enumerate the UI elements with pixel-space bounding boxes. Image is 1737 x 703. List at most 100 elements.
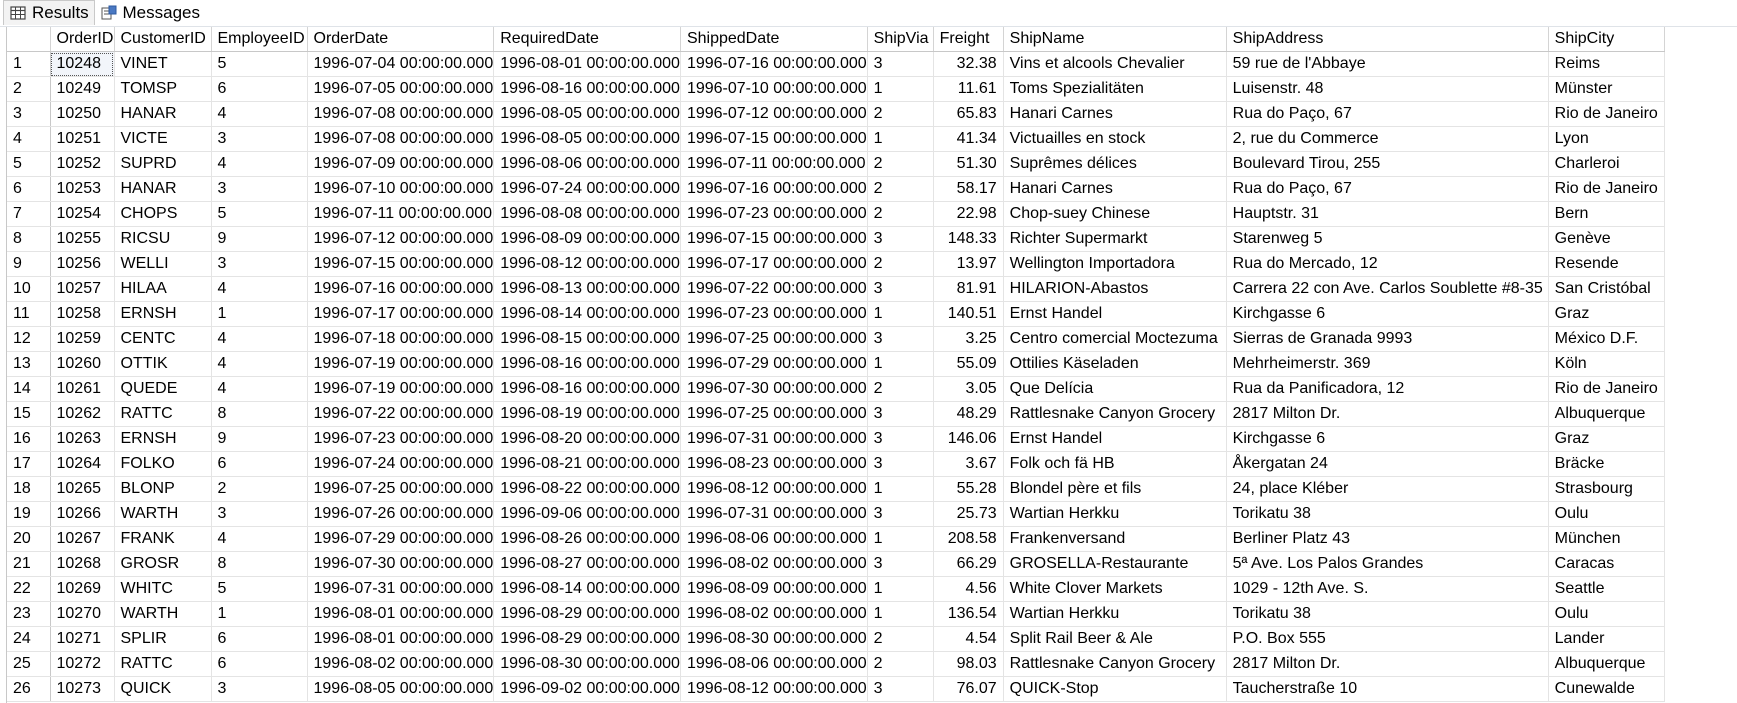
cell-shipvia[interactable]: 1 — [867, 126, 934, 152]
table-row[interactable]: 24 10271 SPLIR 6 1996-08-01 00:00:00.000 1996… — [7, 626, 1665, 652]
cell-shipcity[interactable]: Bräcke — [1548, 451, 1665, 477]
cell-customerid[interactable]: FRANK — [114, 526, 212, 552]
cell-shipvia[interactable]: 1 — [867, 301, 934, 327]
cell-shipaddress[interactable]: 24, place Kléber — [1226, 476, 1549, 502]
row-number[interactable]: 24 — [7, 626, 51, 652]
cell-shipcity[interactable]: San Cristóbal — [1548, 276, 1665, 302]
cell-shippeddate[interactable]: 1996-08-06 00:00:00.000 — [680, 526, 868, 552]
cell-orderid[interactable]: 10270 — [50, 601, 115, 627]
cell-freight[interactable]: 55.09 — [933, 351, 1004, 377]
row-number[interactable]: 20 — [7, 526, 51, 552]
row-number[interactable]: 25 — [7, 651, 51, 677]
row-number[interactable]: 26 — [7, 676, 51, 702]
cell-orderdate[interactable]: 1996-07-08 00:00:00.000 — [307, 126, 495, 152]
cell-requireddate[interactable]: 1996-08-16 00:00:00.000 — [493, 76, 681, 102]
cell-shippeddate[interactable]: 1996-07-10 00:00:00.000 — [680, 76, 868, 102]
row-number[interactable]: 3 — [7, 101, 51, 127]
cell-shipname[interactable]: Ernst Handel — [1003, 426, 1227, 452]
cell-requireddate[interactable]: 1996-08-16 00:00:00.000 — [493, 376, 681, 402]
cell-freight[interactable]: 48.29 — [933, 401, 1004, 427]
row-number[interactable]: 10 — [7, 276, 51, 302]
cell-customerid[interactable]: HANAR — [114, 176, 212, 202]
cell-shipname[interactable]: Blondel père et fils — [1003, 476, 1227, 502]
table-row[interactable]: 2 10249 TOMSP 6 1996-07-05 00:00:00.000 1996-… — [7, 76, 1665, 102]
row-number[interactable]: 1 — [7, 51, 51, 77]
table-row[interactable]: 9 10256 WELLI 3 1996-07-15 00:00:00.000 1996-… — [7, 251, 1665, 277]
table-row[interactable]: 12 10259 CENTC 4 1996-07-18 00:00:00.000 1996… — [7, 326, 1665, 352]
cell-requireddate[interactable]: 1996-08-05 00:00:00.000 — [493, 126, 681, 152]
cell-requireddate[interactable]: 1996-08-19 00:00:00.000 — [493, 401, 681, 427]
table-row[interactable]: 6 10253 HANAR 3 1996-07-10 00:00:00.000 1996-… — [7, 176, 1665, 202]
cell-shipname[interactable]: Wartian Herkku — [1003, 601, 1227, 627]
cell-shipvia[interactable]: 2 — [867, 651, 934, 677]
cell-shipaddress[interactable]: Kirchgasse 6 — [1226, 301, 1549, 327]
cell-shipaddress[interactable]: Rua da Panificadora, 12 — [1226, 376, 1549, 402]
cell-shipname[interactable]: White Clover Markets — [1003, 576, 1227, 602]
cell-orderdate[interactable]: 1996-07-26 00:00:00.000 — [307, 501, 495, 527]
cell-orderid[interactable]: 10250 — [50, 101, 115, 127]
column-header-shipaddress[interactable]: ShipAddress — [1226, 27, 1549, 52]
cell-orderdate[interactable]: 1996-08-05 00:00:00.000 — [307, 676, 495, 702]
cell-shipvia[interactable]: 2 — [867, 376, 934, 402]
row-number[interactable]: 21 — [7, 551, 51, 577]
cell-shipaddress[interactable]: 5ª Ave. Los Palos Grandes — [1226, 551, 1549, 577]
cell-orderdate[interactable]: 1996-07-24 00:00:00.000 — [307, 451, 495, 477]
cell-requireddate[interactable]: 1996-08-01 00:00:00.000 — [493, 51, 681, 77]
cell-requireddate[interactable]: 1996-08-06 00:00:00.000 — [493, 151, 681, 177]
cell-shipvia[interactable]: 3 — [867, 326, 934, 352]
cell-shipvia[interactable]: 2 — [867, 201, 934, 227]
cell-employeeid[interactable]: 6 — [211, 651, 308, 677]
row-number[interactable]: 7 — [7, 201, 51, 227]
cell-orderid[interactable]: 10257 — [50, 276, 115, 302]
cell-shipaddress[interactable]: Rua do Mercado, 12 — [1226, 251, 1549, 277]
cell-shipcity[interactable]: Resende — [1548, 251, 1665, 277]
cell-employeeid[interactable]: 3 — [211, 176, 308, 202]
cell-customerid[interactable]: FOLKO — [114, 451, 212, 477]
column-header-customerid[interactable]: CustomerID — [114, 27, 212, 52]
row-number[interactable]: 2 — [7, 76, 51, 102]
cell-freight[interactable]: 4.54 — [933, 626, 1004, 652]
row-number[interactable]: 17 — [7, 451, 51, 477]
cell-shipcity[interactable]: Genève — [1548, 226, 1665, 252]
cell-requireddate[interactable]: 1996-08-21 00:00:00.000 — [493, 451, 681, 477]
cell-freight[interactable]: 98.03 — [933, 651, 1004, 677]
column-header-shippeddate[interactable]: ShippedDate — [680, 27, 868, 52]
cell-requireddate[interactable]: 1996-09-06 00:00:00.000 — [493, 501, 681, 527]
table-row[interactable]: 11 10258 ERNSH 1 1996-07-17 00:00:00.000 1996… — [7, 301, 1665, 327]
cell-shipvia[interactable]: 1 — [867, 476, 934, 502]
cell-shipaddress[interactable]: Mehrheimerstr. 369 — [1226, 351, 1549, 377]
cell-shipname[interactable]: Wartian Herkku — [1003, 501, 1227, 527]
table-row[interactable]: 19 10266 WARTH 3 1996-07-26 00:00:00.000 1996… — [7, 501, 1665, 527]
cell-shipcity[interactable]: Graz — [1548, 426, 1665, 452]
cell-freight[interactable]: 140.51 — [933, 301, 1004, 327]
cell-requireddate[interactable]: 1996-08-27 00:00:00.000 — [493, 551, 681, 577]
table-row[interactable]: 3 10250 HANAR 4 1996-07-08 00:00:00.000 1996-… — [7, 101, 1665, 127]
cell-shipaddress[interactable]: Taucherstraße 10 — [1226, 676, 1549, 702]
cell-freight[interactable]: 136.54 — [933, 601, 1004, 627]
cell-freight[interactable]: 4.56 — [933, 576, 1004, 602]
cell-orderdate[interactable]: 1996-07-04 00:00:00.000 — [307, 51, 495, 77]
cell-customerid[interactable]: OTTIK — [114, 351, 212, 377]
column-header-orderdate[interactable]: OrderDate — [307, 27, 495, 52]
tab-messages[interactable]: Messages — [96, 0, 200, 25]
cell-shipname[interactable]: QUICK-Stop — [1003, 676, 1227, 702]
cell-customerid[interactable]: RICSU — [114, 226, 212, 252]
cell-orderdate[interactable]: 1996-07-18 00:00:00.000 — [307, 326, 495, 352]
cell-shipaddress[interactable]: 2817 Milton Dr. — [1226, 651, 1549, 677]
cell-requireddate[interactable]: 1996-07-24 00:00:00.000 — [493, 176, 681, 202]
cell-orderid[interactable]: 10265 — [50, 476, 115, 502]
cell-shippeddate[interactable]: 1996-08-06 00:00:00.000 — [680, 651, 868, 677]
cell-customerid[interactable]: QUICK — [114, 676, 212, 702]
cell-shipcity[interactable]: Caracas — [1548, 551, 1665, 577]
cell-shipname[interactable]: Toms Spezialitäten — [1003, 76, 1227, 102]
cell-shipcity[interactable]: Graz — [1548, 301, 1665, 327]
cell-shipname[interactable]: Split Rail Beer & Ale — [1003, 626, 1227, 652]
cell-orderdate[interactable]: 1996-07-17 00:00:00.000 — [307, 301, 495, 327]
cell-requireddate[interactable]: 1996-08-12 00:00:00.000 — [493, 251, 681, 277]
cell-shipname[interactable]: Chop-suey Chinese — [1003, 201, 1227, 227]
cell-customerid[interactable]: SUPRD — [114, 151, 212, 177]
cell-orderid[interactable]: 10272 — [50, 651, 115, 677]
cell-orderid[interactable]: 10271 — [50, 626, 115, 652]
cell-employeeid[interactable]: 1 — [211, 601, 308, 627]
cell-orderid[interactable]: 10260 — [50, 351, 115, 377]
